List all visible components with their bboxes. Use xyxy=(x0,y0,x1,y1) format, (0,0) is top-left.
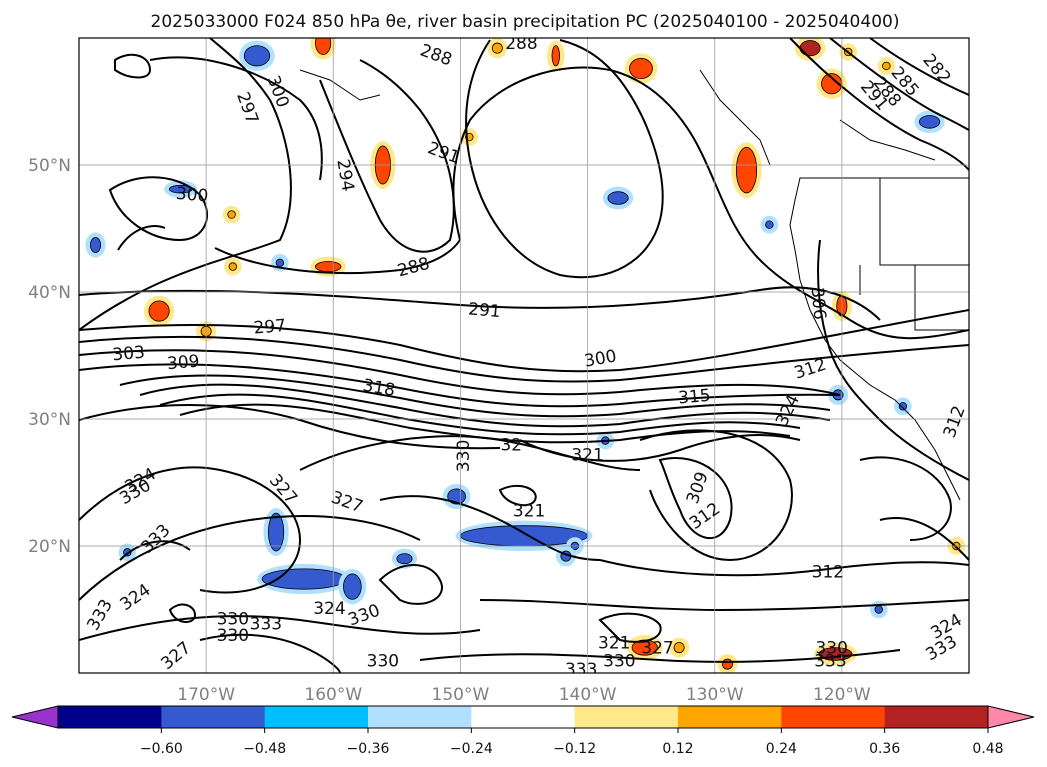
colorbar-tick-label: −0.60 xyxy=(140,741,183,757)
lon-tick-label: 120°W xyxy=(813,685,871,705)
contour-lines xyxy=(79,38,969,673)
precip-layer xyxy=(85,38,966,673)
contour-label: 321 xyxy=(598,634,630,654)
contour-label: 330 xyxy=(217,609,249,629)
contour-label: 321 xyxy=(513,501,545,521)
contour-label: 330 xyxy=(367,651,399,671)
colorbar-tick-label: 0.48 xyxy=(972,741,1003,757)
lat-tick-label: 30°N xyxy=(28,410,71,430)
precip-patch xyxy=(257,563,351,595)
contour-label: 300 xyxy=(175,184,209,207)
contour-label: 315 xyxy=(677,386,711,409)
colorbar-swatch xyxy=(368,706,472,728)
colorbar-extend-max xyxy=(987,705,1035,729)
precip-patch xyxy=(602,186,634,210)
precip-patch xyxy=(546,40,565,71)
contour-label: 32 xyxy=(500,435,522,455)
precip-patch xyxy=(442,483,471,510)
lon-tick-label: 150°W xyxy=(432,685,490,705)
contour-label: 333 xyxy=(814,651,846,671)
axis-labels: 170°W 160°W 150°W 140°W 130°W 120°W 20°N 30°N 40… xyxy=(28,156,871,705)
colorbar-swatch xyxy=(574,706,679,728)
lon-tick-label: 130°W xyxy=(686,685,744,705)
contour-label: 333 xyxy=(565,660,597,680)
lon-tick-label: 140°W xyxy=(559,685,617,705)
colorbar-extend-min xyxy=(11,705,59,729)
precip-patch xyxy=(487,38,508,59)
precip-patch xyxy=(338,568,367,605)
colorbar-swatch xyxy=(471,706,576,728)
contour-label: 330 xyxy=(603,651,635,671)
colorbar-tick-label: −0.12 xyxy=(553,741,596,757)
precip-patch xyxy=(669,637,690,658)
contour-label: 306 xyxy=(807,286,830,320)
colorbar-tick-label: 0.36 xyxy=(869,741,900,757)
contour-label: 330 xyxy=(217,626,249,646)
precip-patch xyxy=(894,397,912,416)
precip-patch xyxy=(869,600,888,619)
contour-label: 321 xyxy=(571,446,603,466)
colorbar-swatch xyxy=(781,706,886,728)
map-frame xyxy=(78,37,970,674)
precip-patch xyxy=(143,295,175,327)
contour-label: 309 xyxy=(166,351,200,374)
precip-patch xyxy=(717,654,738,673)
contour-label: 303 xyxy=(112,343,146,366)
precip-patch xyxy=(263,507,289,557)
gridlines xyxy=(79,38,969,673)
precip-patch xyxy=(914,110,945,134)
lat-tick-label: 20°N xyxy=(28,537,71,557)
colorbar-swatch xyxy=(678,706,782,728)
contour-label: 330 xyxy=(815,639,847,659)
lon-tick-label: 170°W xyxy=(177,685,235,705)
contour-label: 312 xyxy=(812,562,844,582)
colorbar-tick-label: −0.36 xyxy=(347,741,390,757)
precip-patch xyxy=(310,38,336,60)
precip-patch xyxy=(877,57,896,75)
precip-patch xyxy=(624,53,658,84)
contour-label: 333 xyxy=(250,614,282,634)
map-background xyxy=(79,38,969,673)
colorbar-outline xyxy=(57,705,989,729)
colorbar-swatch xyxy=(58,706,162,728)
chart-title: 2025033000 F024 850 hPa θe, river basin … xyxy=(151,12,900,32)
contour-label: 291 xyxy=(467,299,501,322)
contour-label: 288 xyxy=(505,34,537,54)
lat-tick-label: 50°N xyxy=(28,156,71,176)
colorbar: −0.60 −0.48 −0.36 −0.24 −0.12 0.12 0.24 0.36 0.4… xyxy=(11,705,1035,757)
contour-label: 297 xyxy=(253,316,287,339)
colorbar-swatch xyxy=(884,706,989,728)
contour-label: 330 xyxy=(454,440,474,472)
coastlines xyxy=(299,69,969,501)
contour-label: 327 xyxy=(641,639,673,659)
precip-patch xyxy=(224,257,242,276)
precip-patch xyxy=(760,215,779,234)
colorbar-tick-label: −0.48 xyxy=(243,741,286,757)
precip-patch xyxy=(164,180,198,198)
precip-patch xyxy=(239,40,275,71)
colorbar-tick-label: 0.24 xyxy=(766,741,797,757)
precip-patch xyxy=(391,548,418,569)
colorbar-tick-label: 0.12 xyxy=(662,741,693,757)
contour-label-layer: 303 3092972913183003153123243002972943002… xyxy=(83,34,969,680)
precip-patch xyxy=(731,142,762,198)
precip-patch xyxy=(222,205,241,224)
contour-label: 324 xyxy=(313,599,345,619)
colorbar-tick-label: −0.24 xyxy=(450,741,493,757)
precip-patch xyxy=(85,232,106,258)
lat-tick-label: 40°N xyxy=(28,283,71,303)
colorbar-swatch xyxy=(161,706,266,728)
colorbar-swatch xyxy=(264,706,369,728)
lon-tick-label: 160°W xyxy=(304,685,362,705)
